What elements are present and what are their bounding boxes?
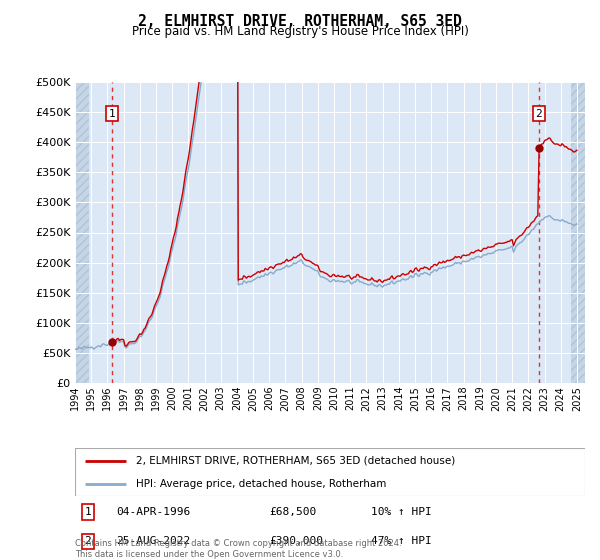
Text: 2, ELMHIRST DRIVE, ROTHERHAM, S65 3ED (detached house): 2, ELMHIRST DRIVE, ROTHERHAM, S65 3ED (d…: [136, 456, 455, 466]
Text: 2, ELMHIRST DRIVE, ROTHERHAM, S65 3ED: 2, ELMHIRST DRIVE, ROTHERHAM, S65 3ED: [138, 14, 462, 29]
Text: £68,500: £68,500: [269, 507, 316, 517]
Bar: [75, 82, 89, 383]
FancyBboxPatch shape: [75, 448, 585, 496]
Text: 04-APR-1996: 04-APR-1996: [116, 507, 190, 517]
Text: 2: 2: [85, 536, 91, 547]
Text: £390,000: £390,000: [269, 536, 323, 547]
Text: 2: 2: [535, 109, 542, 119]
Text: Price paid vs. HM Land Registry's House Price Index (HPI): Price paid vs. HM Land Registry's House …: [131, 25, 469, 38]
Text: Contains HM Land Registry data © Crown copyright and database right 2024.
This d: Contains HM Land Registry data © Crown c…: [75, 539, 401, 559]
Text: 10% ↑ HPI: 10% ↑ HPI: [371, 507, 431, 517]
Text: 1: 1: [85, 507, 91, 517]
Text: 1: 1: [109, 109, 115, 119]
Text: HPI: Average price, detached house, Rotherham: HPI: Average price, detached house, Roth…: [136, 479, 386, 489]
Text: 47% ↑ HPI: 47% ↑ HPI: [371, 536, 431, 547]
Text: 25-AUG-2022: 25-AUG-2022: [116, 536, 190, 547]
Bar: [571, 82, 585, 383]
